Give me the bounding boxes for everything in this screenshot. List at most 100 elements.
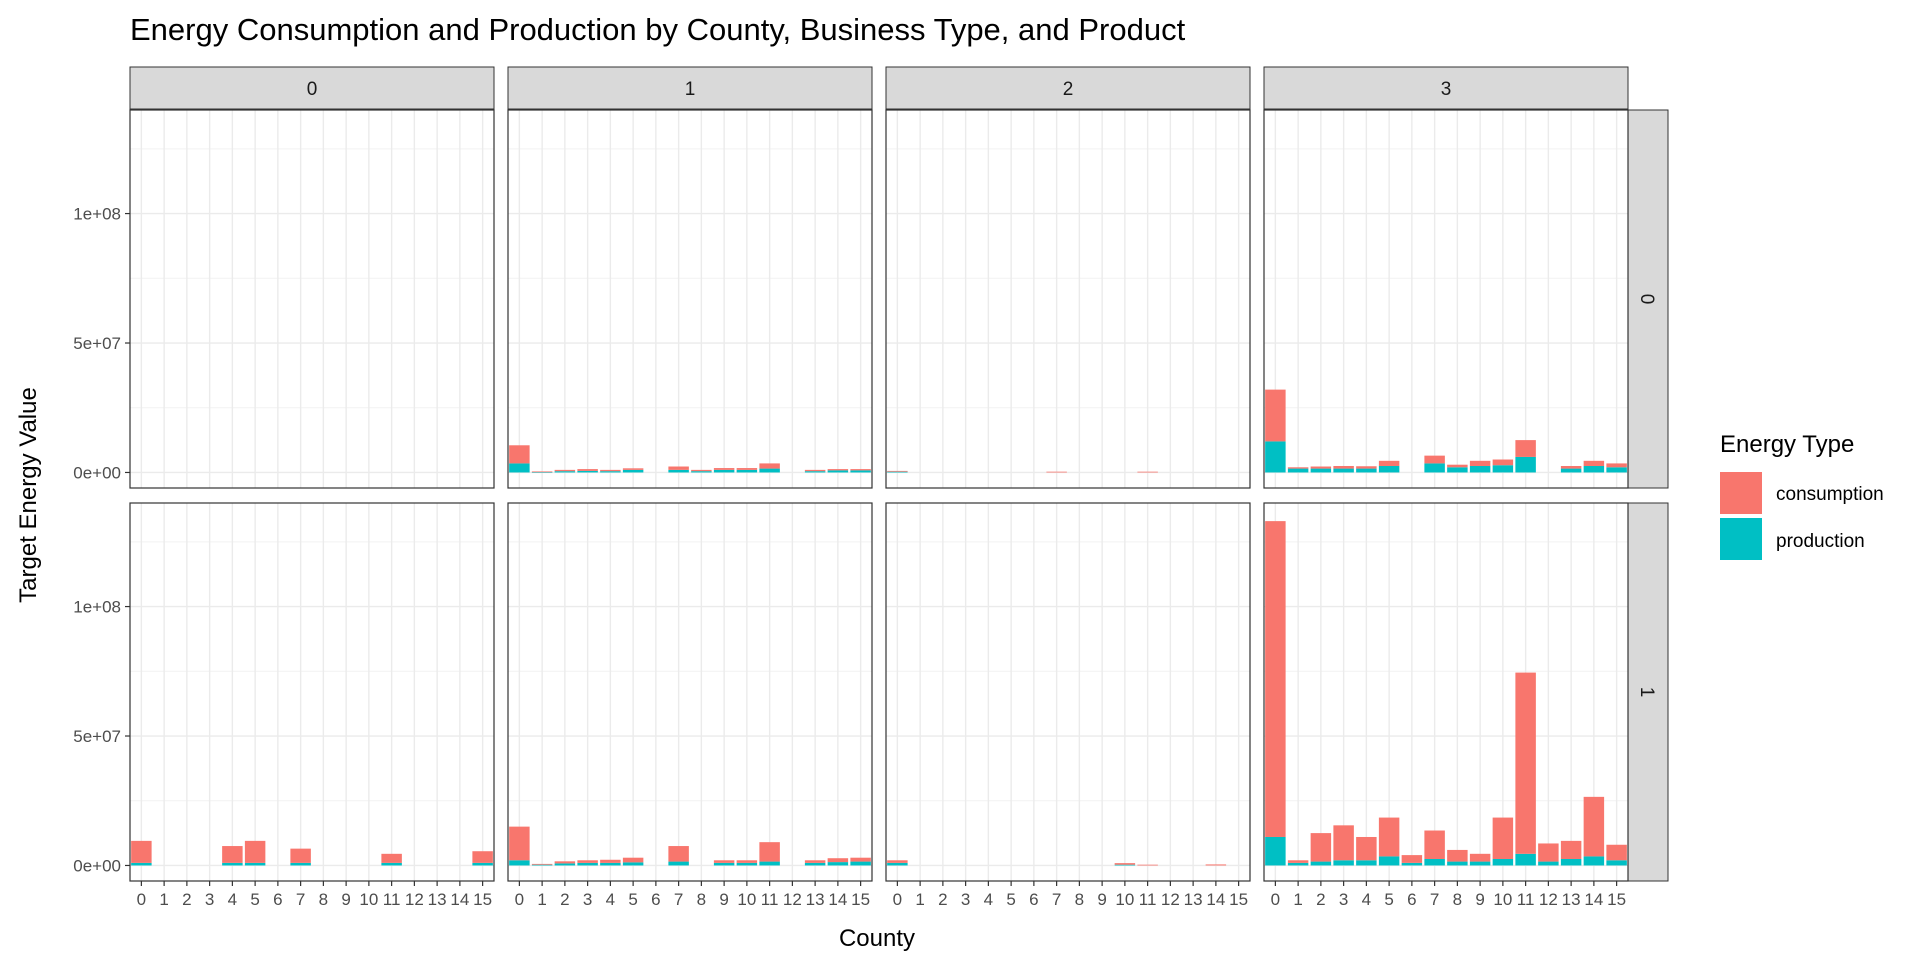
x-tick-label: 3	[205, 890, 214, 909]
bar-production-county-5	[1378, 465, 1400, 473]
x-tick-label: 5	[628, 890, 637, 909]
bar-consumption-county-0	[1265, 521, 1286, 837]
x-tick-label: 1	[1293, 890, 1302, 909]
bar-production-county-0	[509, 463, 530, 473]
bar-consumption-county-7	[1424, 830, 1445, 859]
facet-strip-row-label-0: 0	[1636, 294, 1657, 305]
bar-production-county-12	[1538, 861, 1559, 866]
bar-consumption-county-0	[887, 470, 908, 472]
y-axis-title: Target Energy Value	[15, 387, 42, 603]
bar-consumption-county-10	[736, 468, 758, 470]
x-tick-label: 15	[851, 890, 870, 909]
facet-strip-row-0	[1627, 109, 1669, 489]
bar-consumption-county-9	[713, 860, 735, 863]
bar-consumption-county-3	[1333, 825, 1354, 861]
facet-strip-row-1	[1627, 502, 1669, 882]
x-tick-label: 0	[1271, 890, 1280, 909]
bar-consumption-county-0	[509, 826, 530, 861]
bar-production-county-7	[668, 469, 689, 473]
x-tick-label: 11	[383, 890, 401, 909]
x-tick-label: 3	[583, 890, 592, 909]
bar-consumption-county-1	[1287, 860, 1309, 863]
x-tick-label: 1	[915, 890, 924, 909]
bar-production-county-8	[691, 471, 712, 473]
bar-consumption-county-15	[850, 857, 871, 862]
bar-production-county-11	[759, 861, 780, 866]
x-tick-label: 15	[1229, 890, 1248, 909]
panel-row1-col1: 0 1 2 3 4 5 6 7 8 9 10 11 12 13 14 15	[507, 502, 873, 909]
bar-consumption-county-2	[554, 861, 576, 864]
x-tick-label: 11	[1517, 890, 1535, 909]
bar-consumption-county-8	[1447, 849, 1468, 862]
bar-production-county-4	[600, 862, 621, 866]
bar-production-county-11	[1515, 853, 1536, 866]
x-tick-label: 3	[961, 890, 970, 909]
bar-production-county-0	[1265, 836, 1286, 866]
bar-consumption-county-7	[290, 848, 311, 863]
bar-consumption-county-10	[1492, 459, 1514, 466]
bar-consumption-county-13	[804, 469, 826, 472]
bar-production-county-10	[736, 862, 758, 866]
bar-consumption-county-5	[244, 840, 266, 863]
legend: Energy Type consumption production	[1720, 431, 1884, 560]
x-tick-label: 6	[651, 890, 660, 909]
x-tick-label: 10	[359, 890, 378, 909]
bar-consumption-county-11	[1515, 672, 1536, 854]
bar-production-county-2	[1310, 861, 1332, 866]
bar-production-county-3	[577, 862, 598, 866]
y-tick-label: 0e+00	[73, 463, 121, 482]
x-tick-label: 15	[1607, 890, 1626, 909]
bar-production-county-9	[713, 469, 735, 473]
bar-production-county-15	[1606, 467, 1627, 473]
y-tick-label: 0e+00	[73, 856, 121, 875]
bar-production-county-1	[531, 864, 553, 866]
bar-consumption-county-15	[1606, 844, 1627, 861]
bar-production-county-3	[577, 470, 598, 473]
bar-consumption-county-5	[1378, 817, 1400, 857]
bar-consumption-county-9	[713, 468, 735, 470]
bar-consumption-county-13	[1560, 465, 1582, 469]
bar-production-county-11	[1515, 456, 1536, 473]
facet-strip-col-1	[507, 66, 873, 110]
bar-consumption-county-14	[1205, 864, 1227, 866]
y-tick-label: 5e+07	[73, 727, 121, 746]
x-tick-label: 13	[428, 890, 447, 909]
x-tick-label: 3	[1339, 890, 1348, 909]
panel-row1-col2: 0 1 2 3 4 5 6 7 8 9 10 11 12 13 14 15	[885, 502, 1251, 909]
x-tick-label: 2	[1316, 890, 1325, 909]
facet-strip-col-label-0: 0	[307, 79, 318, 100]
x-tick-label: 11	[761, 890, 779, 909]
bar-production-county-4	[1356, 860, 1377, 866]
bar-production-county-13	[804, 862, 826, 866]
facet-strip-col-2	[885, 66, 1251, 110]
x-tick-label: 15	[473, 890, 492, 909]
bar-production-county-7	[1424, 463, 1445, 473]
legend-key-consumption	[1720, 472, 1762, 514]
bar-consumption-county-6	[1401, 855, 1423, 863]
x-tick-label: 1	[537, 890, 546, 909]
y-tick-label: 1e+08	[73, 205, 121, 224]
x-tick-label: 12	[405, 890, 424, 909]
bar-production-county-0	[509, 860, 530, 866]
bar-production-county-14	[827, 470, 849, 473]
y-tick-label: 5e+07	[73, 334, 121, 353]
x-tick-label: 2	[938, 890, 947, 909]
bar-consumption-county-4	[1356, 836, 1377, 861]
bar-production-county-0	[1265, 441, 1286, 473]
bar-consumption-county-9	[1469, 460, 1491, 466]
bar-production-county-0	[131, 862, 152, 866]
facet-strip-row-label-1: 1	[1636, 687, 1657, 698]
bar-consumption-county-7	[1424, 455, 1445, 464]
bar-consumption-county-5	[622, 857, 644, 863]
bar-consumption-county-14	[1583, 460, 1605, 466]
bar-production-county-11	[759, 468, 780, 473]
facet-strip-col-label-1: 1	[685, 79, 696, 100]
bar-production-county-1	[531, 472, 553, 473]
bar-consumption-county-13	[1560, 840, 1582, 859]
bar-production-county-8	[1447, 861, 1468, 866]
bar-production-county-7	[290, 862, 311, 866]
bar-production-county-2	[554, 471, 576, 473]
facet-strip-col-3	[1263, 66, 1629, 110]
y-tick-label: 1e+08	[73, 598, 121, 617]
